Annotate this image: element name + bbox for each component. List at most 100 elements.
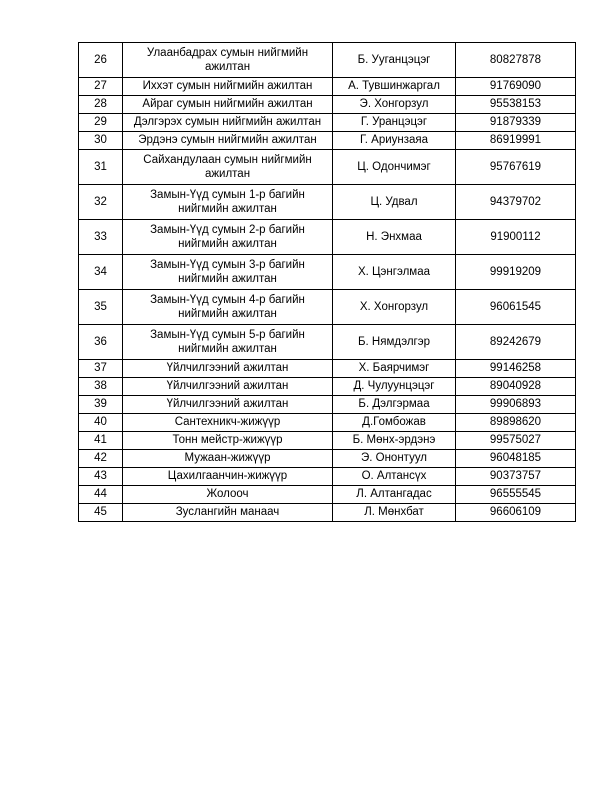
phone-number-cell: 80827878 bbox=[455, 42, 576, 78]
person-name-cell: Л. Мөнхбат bbox=[332, 503, 456, 522]
phone-number-cell: 96048185 bbox=[455, 449, 576, 468]
position-cell: Жолооч bbox=[122, 485, 333, 504]
position-cell: Сантехникч-жижүүр bbox=[122, 413, 333, 432]
position-cell: Замын-Үүд сумын 4-р багийн нийгмийн ажил… bbox=[122, 289, 333, 325]
row-number-cell: 39 bbox=[78, 395, 123, 414]
phone-number-cell: 91769090 bbox=[455, 77, 576, 96]
table-row: 45 Зуслангийн манаач Л. Мөнхбат 96606109 bbox=[78, 503, 576, 522]
table-row: 26 Улаанбадрах сумын нийгмийн ажилтан Б. У… bbox=[78, 42, 576, 78]
position-cell: Дэлгэрэх сумын нийгмийн ажилтан bbox=[122, 113, 333, 132]
row-number-cell: 26 bbox=[78, 42, 123, 78]
person-name-cell: Б. Дэлгэрмаа bbox=[332, 395, 456, 414]
row-number-cell: 35 bbox=[78, 289, 123, 325]
row-number-cell: 31 bbox=[78, 149, 123, 185]
phone-number-cell: 90373757 bbox=[455, 467, 576, 486]
row-number-cell: 29 bbox=[78, 113, 123, 132]
row-number-cell: 34 bbox=[78, 254, 123, 290]
position-cell: Үйлчилгээний ажилтан bbox=[122, 395, 333, 414]
table-row: 40 Сантехникч-жижүүр Д.Гомбожав 89898620 bbox=[78, 413, 576, 432]
table-row: 38 Үйлчилгээний ажилтан Д. Чулуунцэцэг 8904… bbox=[78, 377, 576, 396]
position-cell: Үйлчилгээний ажилтан bbox=[122, 359, 333, 378]
position-cell: Тонн мейстр-жижүүр bbox=[122, 431, 333, 450]
position-cell: Замын-Үүд сумын 3-р багийн нийгмийн ажил… bbox=[122, 254, 333, 290]
phone-number-cell: 94379702 bbox=[455, 184, 576, 220]
person-name-cell: Б. Мөнх-эрдэнэ bbox=[332, 431, 456, 450]
position-cell: Айраг сумын нийгмийн ажилтан bbox=[122, 95, 333, 114]
table-row: 31 Сайхандулаан сумын нийгмийн ажилтан Ц. … bbox=[78, 149, 576, 185]
person-name-cell: Х. Хонгорзул bbox=[332, 289, 456, 325]
person-name-cell: А. Тувшинжаргал bbox=[332, 77, 456, 96]
table-row: 28 Айраг сумын нийгмийн ажилтан Э. Хонгорз… bbox=[78, 95, 576, 114]
person-name-cell: Э. Хонгорзул bbox=[332, 95, 456, 114]
phone-number-cell: 91900112 bbox=[455, 219, 576, 255]
table-row: 39 Үйлчилгээний ажилтан Б. Дэлгэрмаа 999068… bbox=[78, 395, 576, 414]
phone-number-cell: 95538153 bbox=[455, 95, 576, 114]
row-number-cell: 40 bbox=[78, 413, 123, 432]
row-number-cell: 44 bbox=[78, 485, 123, 504]
person-name-cell: Б. Нямдэлгэр bbox=[332, 324, 456, 360]
position-cell: Замын-Үүд сумын 1-р багийн нийгмийн ажил… bbox=[122, 184, 333, 220]
table-row: 27 Иххэт сумын нийгмийн ажилтан А. Тувшинж… bbox=[78, 77, 576, 96]
table-row: 35 Замын-Үүд сумын 4-р багийн нийгмийн аж… bbox=[78, 289, 576, 325]
table-row: 30 Эрдэнэ сумын нийгмийн ажилтан Г. Ариунз… bbox=[78, 131, 576, 150]
table-row: 33 Замын-Үүд сумын 2-р багийн нийгмийн аж… bbox=[78, 219, 576, 255]
row-number-cell: 32 bbox=[78, 184, 123, 220]
phone-number-cell: 96606109 bbox=[455, 503, 576, 522]
phone-number-cell: 96061545 bbox=[455, 289, 576, 325]
position-cell: Иххэт сумын нийгмийн ажилтан bbox=[122, 77, 333, 96]
table-row: 36 Замын-Үүд сумын 5-р багийн нийгмийн аж… bbox=[78, 324, 576, 360]
person-name-cell: Б. Ууганцэцэг bbox=[332, 42, 456, 78]
position-cell: Замын-Үүд сумын 5-р багийн нийгмийн ажил… bbox=[122, 324, 333, 360]
roster-table-container: 26 Улаанбадрах сумын нийгмийн ажилтан Б. У… bbox=[78, 42, 576, 522]
row-number-cell: 36 bbox=[78, 324, 123, 360]
position-cell: Зуслангийн манаач bbox=[122, 503, 333, 522]
phone-number-cell: 95767619 bbox=[455, 149, 576, 185]
person-name-cell: Ц. Удвал bbox=[332, 184, 456, 220]
position-cell: Үйлчилгээний ажилтан bbox=[122, 377, 333, 396]
position-cell: Улаанбадрах сумын нийгмийн ажилтан bbox=[122, 42, 333, 78]
roster-table: 26 Улаанбадрах сумын нийгмийн ажилтан Б. У… bbox=[78, 42, 576, 522]
row-number-cell: 28 bbox=[78, 95, 123, 114]
person-name-cell: Д. Чулуунцэцэг bbox=[332, 377, 456, 396]
person-name-cell: Х. Баярчимэг bbox=[332, 359, 456, 378]
phone-number-cell: 99906893 bbox=[455, 395, 576, 414]
table-row: 42 Мужаан-жижүүр Э. Ононтуул 96048185 bbox=[78, 449, 576, 468]
row-number-cell: 45 bbox=[78, 503, 123, 522]
person-name-cell: Х. Цэнгэлмаа bbox=[332, 254, 456, 290]
person-name-cell: Ц. Одончимэг bbox=[332, 149, 456, 185]
position-cell: Сайхандулаан сумын нийгмийн ажилтан bbox=[122, 149, 333, 185]
roster-table-body: 26 Улаанбадрах сумын нийгмийн ажилтан Б. У… bbox=[78, 42, 576, 522]
row-number-cell: 41 bbox=[78, 431, 123, 450]
person-name-cell: Г. Ариунзаяа bbox=[332, 131, 456, 150]
table-row: 44 Жолооч Л. Алтангадас 96555545 bbox=[78, 485, 576, 504]
table-row: 41 Тонн мейстр-жижүүр Б. Мөнх-эрдэнэ 995750… bbox=[78, 431, 576, 450]
phone-number-cell: 89898620 bbox=[455, 413, 576, 432]
phone-number-cell: 99146258 bbox=[455, 359, 576, 378]
row-number-cell: 37 bbox=[78, 359, 123, 378]
phone-number-cell: 89242679 bbox=[455, 324, 576, 360]
table-row: 29 Дэлгэрэх сумын нийгмийн ажилтан Г. Уран… bbox=[78, 113, 576, 132]
table-row: 43 Цахилгаанчин-жижүүр О. Алтансүх 90373757 bbox=[78, 467, 576, 486]
person-name-cell: Г. Уранцэцэг bbox=[332, 113, 456, 132]
person-name-cell: Л. Алтангадас bbox=[332, 485, 456, 504]
position-cell: Замын-Үүд сумын 2-р багийн нийгмийн ажил… bbox=[122, 219, 333, 255]
row-number-cell: 43 bbox=[78, 467, 123, 486]
person-name-cell: Н. Энхмаа bbox=[332, 219, 456, 255]
phone-number-cell: 91879339 bbox=[455, 113, 576, 132]
person-name-cell: О. Алтансүх bbox=[332, 467, 456, 486]
table-row: 34 Замын-Үүд сумын 3-р багийн нийгмийн аж… bbox=[78, 254, 576, 290]
phone-number-cell: 86919991 bbox=[455, 131, 576, 150]
phone-number-cell: 99919209 bbox=[455, 254, 576, 290]
phone-number-cell: 96555545 bbox=[455, 485, 576, 504]
position-cell: Цахилгаанчин-жижүүр bbox=[122, 467, 333, 486]
person-name-cell: Э. Ононтуул bbox=[332, 449, 456, 468]
phone-number-cell: 99575027 bbox=[455, 431, 576, 450]
person-name-cell: Д.Гомбожав bbox=[332, 413, 456, 432]
table-row: 37 Үйлчилгээний ажилтан Х. Баярчимэг 991462… bbox=[78, 359, 576, 378]
position-cell: Мужаан-жижүүр bbox=[122, 449, 333, 468]
table-row: 32 Замын-Үүд сумын 1-р багийн нийгмийн аж… bbox=[78, 184, 576, 220]
row-number-cell: 42 bbox=[78, 449, 123, 468]
position-cell: Эрдэнэ сумын нийгмийн ажилтан bbox=[122, 131, 333, 150]
row-number-cell: 27 bbox=[78, 77, 123, 96]
